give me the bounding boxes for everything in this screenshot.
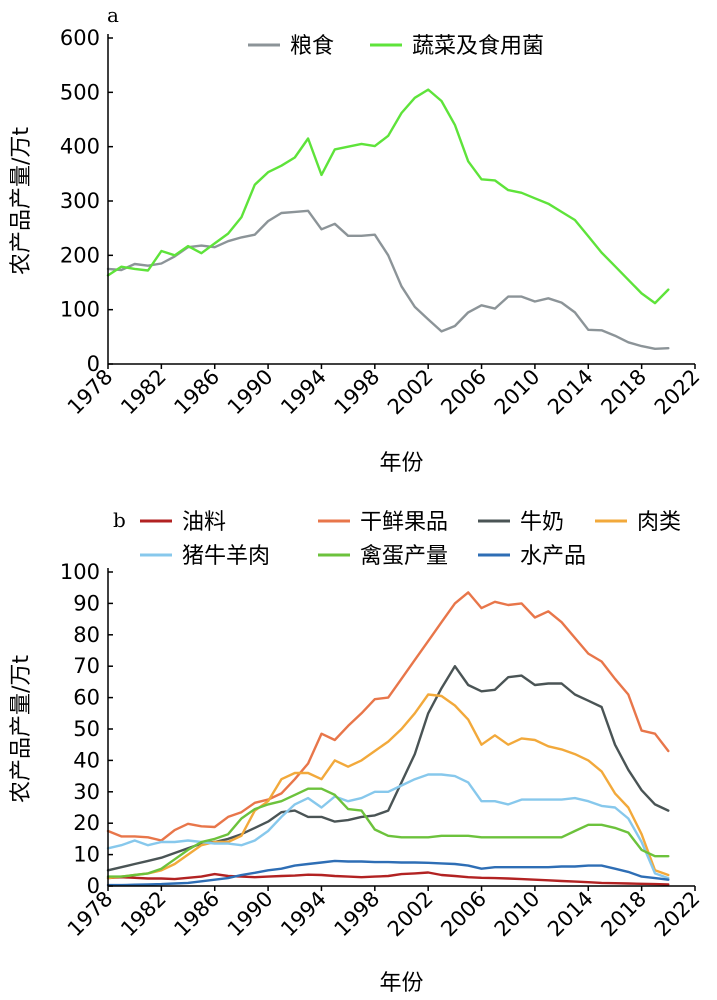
panel-b: b010203040506070809010019781982198619901… bbox=[9, 508, 705, 996]
x-tick-label: 1986 bbox=[169, 887, 224, 942]
y-tick-label: 600 bbox=[60, 26, 100, 50]
series-line-3 bbox=[106, 665, 670, 872]
x-tick-label: 2014 bbox=[543, 887, 598, 942]
x-tick-label: 2014 bbox=[543, 365, 598, 420]
x-tick-label: 1986 bbox=[169, 365, 224, 420]
x-tick-label: 2018 bbox=[596, 365, 651, 420]
y-tick-label: 40 bbox=[73, 748, 100, 772]
x-tick-label: 1982 bbox=[116, 365, 171, 420]
y-tick-label: 70 bbox=[73, 654, 100, 678]
x-tick-label: 2006 bbox=[436, 887, 491, 942]
y-tick-label: 300 bbox=[60, 189, 100, 213]
legend-label: 蔬菜及食用菌 bbox=[412, 34, 544, 59]
panel-letter: a bbox=[107, 3, 119, 27]
series-line-7 bbox=[106, 859, 670, 887]
x-tick-label: 1994 bbox=[276, 887, 331, 942]
legend-label: 禽蛋产量 bbox=[360, 544, 448, 569]
x-tick-label: 1998 bbox=[330, 887, 385, 942]
legend-label: 肉类 bbox=[637, 510, 681, 535]
x-axis-title: 年份 bbox=[379, 971, 423, 996]
y-axis-title: 农产品产量/万t bbox=[9, 127, 34, 275]
x-tick-label: 2002 bbox=[383, 365, 438, 420]
y-axis-title: 农产品产量/万t bbox=[9, 655, 34, 803]
y-tick-label: 100 bbox=[60, 298, 100, 322]
legend-label: 油料 bbox=[182, 510, 226, 535]
y-tick-label: 80 bbox=[73, 623, 100, 647]
y-tick-label: 400 bbox=[60, 135, 100, 159]
x-tick-label: 2022 bbox=[650, 887, 705, 942]
y-tick-label: 200 bbox=[60, 243, 100, 267]
x-tick-label: 2022 bbox=[650, 365, 705, 420]
y-tick-label: 30 bbox=[73, 780, 100, 804]
panel-letter: b bbox=[113, 508, 126, 532]
y-tick-label: 0 bbox=[87, 874, 100, 898]
legend-label: 干鲜果品 bbox=[360, 510, 448, 535]
x-tick-label: 2002 bbox=[383, 887, 438, 942]
x-tick-label: 2018 bbox=[596, 887, 651, 942]
x-tick-label: 2006 bbox=[436, 365, 491, 420]
y-tick-label: 10 bbox=[73, 843, 100, 867]
x-tick-label: 1990 bbox=[223, 365, 278, 420]
x-tick-label: 1998 bbox=[330, 365, 385, 420]
y-tick-label: 100 bbox=[60, 560, 100, 584]
x-tick-label: 1982 bbox=[116, 887, 171, 942]
panel-a: a010020030040050060019781982198619901994… bbox=[9, 3, 705, 476]
y-tick-label: 500 bbox=[60, 80, 100, 104]
y-tick-label: 50 bbox=[73, 717, 100, 741]
y-tick-label: 90 bbox=[73, 591, 100, 615]
y-tick-label: 20 bbox=[73, 811, 100, 835]
y-tick-label: 0 bbox=[87, 352, 100, 376]
series-line-2 bbox=[106, 591, 670, 842]
x-tick-label: 1990 bbox=[223, 887, 278, 942]
x-tick-label: 2010 bbox=[490, 365, 545, 420]
legend-label: 牛奶 bbox=[520, 510, 564, 535]
series-line-6 bbox=[106, 787, 670, 878]
x-axis-title: 年份 bbox=[379, 451, 423, 476]
x-tick-label: 1994 bbox=[276, 365, 331, 420]
series-line-1 bbox=[106, 209, 670, 350]
x-tick-label: 2010 bbox=[490, 887, 545, 942]
legend-label: 水产品 bbox=[520, 544, 586, 569]
y-tick-label: 60 bbox=[73, 686, 100, 710]
legend-label: 猪牛羊肉 bbox=[182, 544, 270, 569]
series-line-4 bbox=[106, 693, 670, 880]
series-line-1 bbox=[106, 871, 670, 886]
series-line-2 bbox=[106, 88, 670, 305]
legend-label: 粮食 bbox=[290, 34, 334, 59]
